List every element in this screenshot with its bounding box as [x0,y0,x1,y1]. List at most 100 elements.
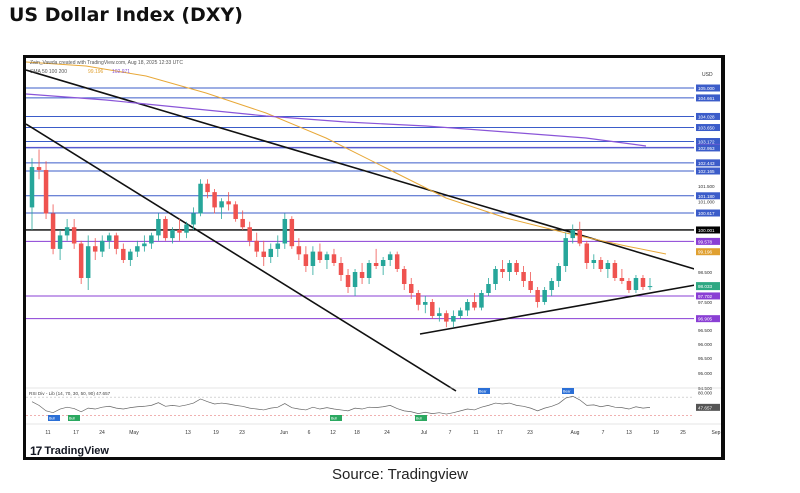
rsi-marker-1 [562,388,574,394]
candle-body-46 [352,272,358,287]
level-tag-9 [696,192,720,200]
level-label-12: 99.578 [698,239,712,244]
price-axis: 105.000 104.661 104.028 103.650 103.172102.9… [694,58,721,457]
candle-body-39 [303,254,309,266]
candle-body-23 [191,213,196,225]
level-label-1: 104.661 [698,96,715,101]
rsi-marker-label-4: Bull [331,417,337,421]
horizontal-levels [26,87,694,320]
candle-body-54 [408,284,414,293]
candle-body-75 [556,266,561,281]
level-tag-7 [696,159,720,167]
level-label-13: 99.196 [698,250,712,255]
candle-body-40 [310,251,316,266]
level-label-4: 103.172 [698,140,715,145]
candle-body-68 [507,263,512,272]
level-label-8: 102.165 [698,169,715,174]
candle-body-9 [92,246,98,252]
candle-body-49 [373,263,379,266]
y-tick-7: 95.000 [698,371,712,376]
trendlines [26,69,719,392]
candle-body-78 [577,230,583,244]
page-title: US Dollar Index (DXY) [9,4,243,26]
y-tick-4: 96.500 [698,328,712,333]
rsi-marker-5 [415,415,427,421]
candle-body-27 [219,201,224,208]
descending-trendline-lower [26,123,457,392]
candle-body-72 [535,290,540,302]
y-tick-5: 96.000 [698,342,712,347]
candle-body-13 [121,248,126,260]
rsi-marker-2 [48,415,60,421]
candle-body-22 [184,224,189,233]
candle-body-52 [394,254,400,269]
candle-body-3 [50,213,56,249]
chart-area[interactable]: 105.000 104.661 104.028 103.650 103.172 102.9… [26,58,721,457]
price-chart[interactable]: 105.000104.661104.028103.650103.172102.9… [26,58,721,457]
level-label-15: 96.905 [698,317,712,322]
candle-body-85 [626,281,632,290]
candle-body-0 [29,167,35,208]
candle-body-25 [205,183,210,193]
candle-body-15 [135,246,140,252]
rsi-label: RSI Div - Lib (14, 70, 30, 50, 90) 47.65… [29,391,111,396]
sma-value-2: 102.971 [112,69,130,75]
candle-body-18 [156,218,161,236]
x-tick-4: 13 [185,430,191,436]
candle-body-86 [633,278,639,290]
x-tick-7: Jun [280,430,288,436]
level-label-0: 105.000 [698,86,715,91]
candle-body-19 [163,218,168,239]
level-tag-13 [696,248,720,256]
y-tick-1: 101.000 [698,199,715,204]
candle-body-64 [479,293,484,308]
descending-trendline-upper [26,69,719,277]
sma-100-line [26,61,667,255]
x-tick-12: Jul [421,430,427,436]
level-label-6: 102.953 [698,146,715,151]
tradingview-logo: 17 TradingView [30,444,109,458]
candle-body-35 [275,243,281,249]
candle-body-10 [99,240,105,252]
candle-body-47 [359,272,365,278]
rsi-marker-label-0: Bear [479,390,487,394]
x-tick-0: 11 [45,430,50,436]
candle-body-12 [114,235,119,249]
candle-body-30 [240,218,245,228]
candle-body-66 [493,269,498,284]
candle-body-69 [514,263,519,272]
level-tag-4 [696,138,720,146]
candle-body-53 [401,269,407,284]
candle-body-24 [198,183,203,214]
x-tick-13: 7 [449,430,452,436]
candle-body-4 [57,235,63,249]
level-tag-14 [696,292,720,300]
x-tick-11: 24 [384,430,390,436]
rsi-tick-0: 80.000 [698,391,712,396]
candle-body-71 [528,281,533,290]
x-tick-10: 18 [354,430,360,436]
x-tick-20: 19 [653,430,659,436]
candle-body-77 [570,230,575,239]
level-tag-8 [696,167,720,175]
candle-body-20 [170,230,175,239]
rsi-marker-3 [68,415,80,421]
x-tick-3: May [129,430,139,436]
level-tag-0 [696,84,720,92]
candle-body-88 [647,286,653,288]
x-tick-5: 19 [213,430,219,436]
level-tag-1 [696,94,720,102]
tradingview-watermark: TradingView [44,445,109,457]
candle-body-58 [437,313,442,316]
rsi-line [31,395,651,415]
candle-body-80 [591,260,597,263]
candle-body-73 [542,290,547,302]
candle-body-2 [43,169,49,214]
candle-body-6 [71,227,77,244]
source-caption: Source: Tradingview [332,466,468,483]
x-tick-2: 24 [99,430,105,436]
candle-body-11 [107,235,112,241]
candle-body-62 [465,302,470,311]
x-tick-9: 12 [330,430,336,436]
candle-body-61 [458,310,463,316]
